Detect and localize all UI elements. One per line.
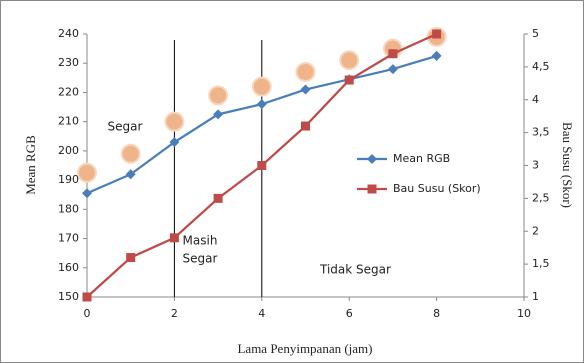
color-sample — [209, 86, 227, 104]
x-tick-label: 6 — [346, 307, 353, 320]
y2-tick-label: 1 — [532, 290, 539, 303]
y2-tick-label: 4 — [532, 93, 539, 106]
color-sample — [78, 164, 96, 182]
color-sample — [165, 113, 183, 131]
x-tick-label: 10 — [517, 307, 531, 320]
y-axis-title: Mean RGB — [23, 135, 38, 195]
x-axis-title: Lama Penyimpanan (jam) — [237, 341, 372, 356]
x-tick-label: 8 — [433, 307, 440, 320]
y-tick-label: 230 — [58, 56, 79, 69]
annotation: Tidak Segar — [319, 263, 391, 277]
color-sample — [122, 145, 140, 163]
y-tick-label: 150 — [58, 290, 79, 303]
legend-label: Bau Susu (Skor) — [393, 182, 481, 195]
data-point — [126, 253, 135, 262]
data-point — [345, 76, 354, 85]
data-point — [83, 293, 92, 302]
x-tick-label: 2 — [171, 307, 178, 320]
annotation: Masih — [183, 234, 218, 248]
y2-tick-label: 2,5 — [532, 191, 550, 204]
y-tick-label: 200 — [58, 144, 79, 157]
legend-marker — [368, 185, 377, 194]
y-tick-label: 210 — [58, 115, 79, 128]
y2-tick-label: 4,5 — [532, 60, 550, 73]
data-point — [170, 233, 179, 242]
y2-tick-label: 5 — [532, 27, 539, 40]
y-tick-label: 220 — [58, 85, 79, 98]
data-point — [432, 30, 441, 39]
data-point — [388, 49, 397, 58]
color-sample — [253, 78, 271, 96]
page: {"chart_data": { "type": "line", "x_labe… — [0, 0, 584, 363]
color-sample — [340, 51, 358, 69]
y-tick-label: 170 — [58, 232, 79, 245]
y2-tick-label: 1,5 — [532, 257, 550, 270]
chart: Lama Penyimpanan (jam) Mean RGB Bau Susu… — [0, 0, 584, 363]
x-tick-label: 0 — [84, 307, 91, 320]
y-tick-label: 190 — [58, 173, 79, 186]
data-point — [301, 122, 310, 131]
y2-axis-title: Bau Susu (Skor) — [560, 122, 575, 208]
y-tick-label: 240 — [58, 27, 79, 40]
x-tick-label: 4 — [258, 307, 265, 320]
y2-tick-label: 2 — [532, 224, 539, 237]
y2-tick-label: 3,5 — [532, 126, 550, 139]
legend-label: Mean RGB — [393, 152, 450, 165]
data-point — [214, 194, 223, 203]
annotation: Segar — [183, 252, 218, 266]
data-point — [257, 161, 266, 170]
annotation: Segar — [108, 120, 143, 134]
y-tick-label: 180 — [58, 202, 79, 215]
y2-tick-label: 3 — [532, 159, 539, 172]
color-sample — [297, 63, 315, 81]
y-tick-label: 160 — [58, 261, 79, 274]
